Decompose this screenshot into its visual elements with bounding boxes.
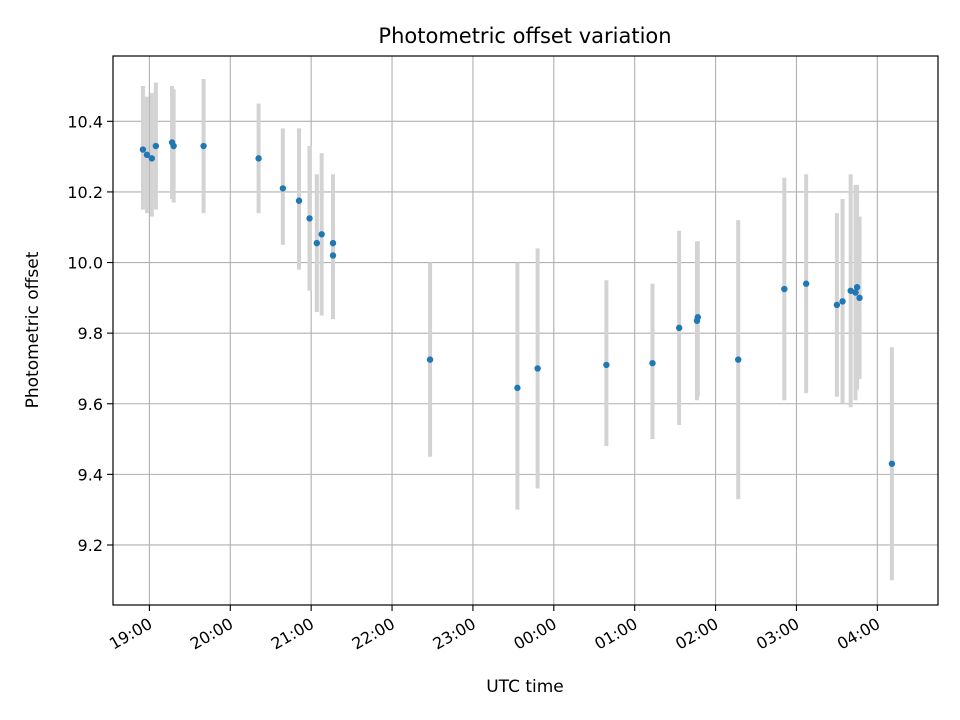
x-tick-label: 20:00 bbox=[187, 614, 236, 654]
y-tick-label: 10.4 bbox=[67, 112, 103, 131]
x-axis-label: UTC time bbox=[486, 677, 564, 697]
data-point bbox=[534, 365, 541, 372]
data-point bbox=[802, 280, 810, 287]
data-point bbox=[329, 239, 337, 247]
data-point bbox=[152, 142, 160, 150]
y-axis-ticks: 9.2 9.4 9.6 9.8 10.0 10.2 10.4 bbox=[67, 112, 113, 555]
data-point bbox=[318, 231, 325, 238]
data-point bbox=[852, 289, 859, 296]
data-point bbox=[139, 146, 147, 153]
y-tick-label: 9.8 bbox=[78, 324, 103, 343]
x-tick-label: 23:00 bbox=[429, 614, 478, 654]
data-point bbox=[888, 460, 896, 467]
y-tick-label: 9.2 bbox=[78, 536, 103, 555]
x-tick-label: 02:00 bbox=[672, 614, 721, 654]
data-point bbox=[148, 155, 156, 162]
data-point bbox=[839, 298, 846, 305]
data-point bbox=[426, 356, 434, 363]
error-bars bbox=[140, 78, 894, 581]
data-point bbox=[735, 356, 742, 363]
y-tick-label: 10.2 bbox=[67, 183, 103, 202]
x-tick-label: 01:00 bbox=[591, 614, 640, 654]
y-tick-label: 9.4 bbox=[78, 465, 103, 484]
x-tick-label: 03:00 bbox=[753, 614, 802, 654]
data-point bbox=[295, 197, 303, 204]
x-axis-ticks: 19:00 20:00 21:00 22:00 23:00 00:00 01:00 02:00… bbox=[106, 605, 883, 654]
grid-lines bbox=[113, 56, 938, 605]
x-tick-label: 19:00 bbox=[106, 614, 155, 654]
data-point bbox=[279, 185, 287, 192]
data-point bbox=[833, 301, 841, 309]
y-tick-label: 10.0 bbox=[67, 254, 103, 273]
data-point bbox=[514, 384, 521, 392]
data-point bbox=[694, 314, 701, 321]
y-axis-label: Photometric offset bbox=[23, 251, 43, 408]
chart-title: Photometric offset variation bbox=[378, 24, 671, 48]
data-point bbox=[781, 285, 788, 293]
data-point bbox=[649, 359, 656, 367]
y-tick-label: 9.6 bbox=[78, 395, 103, 414]
x-tick-label: 22:00 bbox=[349, 614, 398, 654]
plot-frame bbox=[112, 55, 939, 606]
data-point bbox=[675, 324, 683, 332]
data-point bbox=[313, 239, 321, 247]
data-point bbox=[200, 142, 207, 150]
x-tick-label: 21:00 bbox=[268, 614, 317, 654]
data-point bbox=[329, 252, 337, 259]
data-point bbox=[856, 294, 863, 302]
x-tick-label: 04:00 bbox=[834, 614, 883, 654]
data-point bbox=[853, 284, 861, 291]
data-point bbox=[143, 151, 151, 159]
x-tick-label: 00:00 bbox=[510, 614, 559, 654]
data-points bbox=[139, 139, 896, 467]
data-point bbox=[306, 215, 313, 222]
data-point bbox=[603, 361, 610, 369]
data-point bbox=[255, 155, 262, 162]
data-point bbox=[847, 287, 854, 294]
data-point bbox=[170, 142, 177, 150]
